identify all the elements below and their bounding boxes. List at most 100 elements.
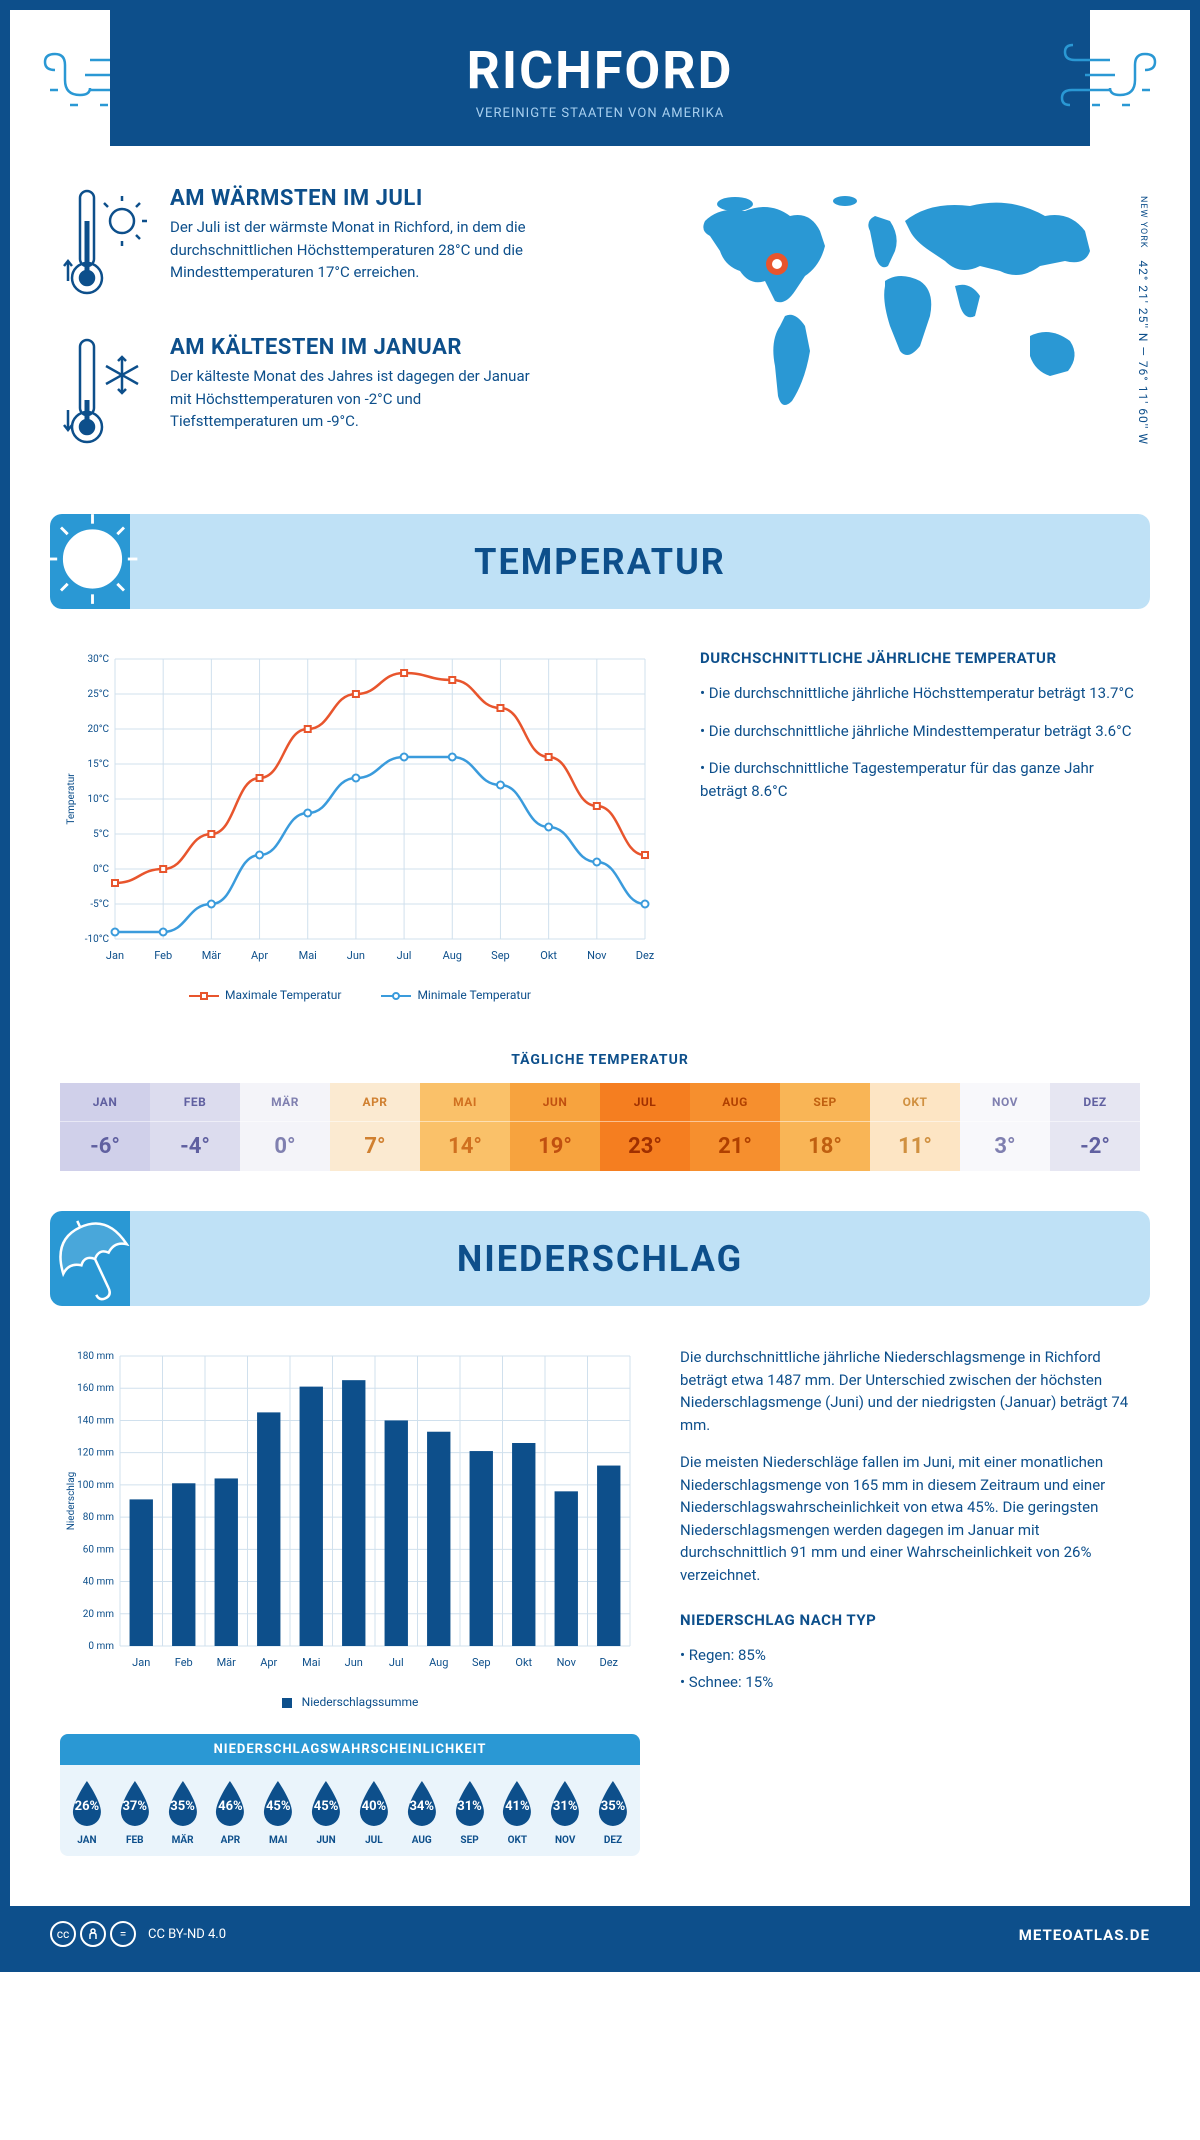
svg-text:20 mm: 20 mm <box>83 1609 114 1620</box>
precip-probability-row: 26%JAN37%FEB35%MÄR46%APR45%MAI45%JUN40%J… <box>60 1765 640 1856</box>
warmest-text: Der Juli ist der wärmste Monat in Richfo… <box>170 216 550 284</box>
precip-prob-drop: 34%AUG <box>400 1777 444 1846</box>
temperature-section-header: TEMPERATUR <box>50 514 1150 609</box>
daily-cell: JAN-6° <box>60 1083 150 1171</box>
svg-text:0°C: 0°C <box>93 864 109 875</box>
temperature-line-chart: -10°C-5°C0°C5°C10°C15°C20°C25°C30°CJanFe… <box>60 649 660 1002</box>
daily-cell: MÄR0° <box>240 1083 330 1171</box>
svg-text:Dez: Dez <box>636 949 655 962</box>
svg-text:80 mm: 80 mm <box>83 1512 114 1523</box>
license-text: CC BY-ND 4.0 <box>148 1927 226 1942</box>
svg-text:Jun: Jun <box>347 949 365 962</box>
coldest-heading: AM KÄLTESTEN IM JANUAR <box>170 335 550 360</box>
svg-text:Jul: Jul <box>389 1656 404 1669</box>
svg-text:10°C: 10°C <box>88 794 110 805</box>
precip-prob-drop: 35%DEZ <box>591 1777 635 1846</box>
svg-text:Mai: Mai <box>302 1656 320 1669</box>
svg-text:Mai: Mai <box>299 949 317 962</box>
precip-prob-drop: 46%APR <box>208 1777 252 1846</box>
precip-prob-drop: 26%JAN <box>65 1777 109 1846</box>
infographic-page: RICHFORD VEREINIGTE STAATEN VON AMERIKA … <box>0 0 1200 1972</box>
svg-text:5°C: 5°C <box>93 829 109 840</box>
svg-text:Sep: Sep <box>491 949 510 962</box>
svg-text:Jun: Jun <box>345 1656 363 1669</box>
page-title: RICHFORD <box>110 40 1090 101</box>
temp-chart-legend: Maximale Temperatur Minimale Temperatur <box>60 988 660 1002</box>
precipitation-summary: Die durchschnittliche jährliche Niedersc… <box>680 1346 1140 1856</box>
svg-text:Temperatur: Temperatur <box>66 773 77 825</box>
svg-text:40 mm: 40 mm <box>83 1577 114 1588</box>
daily-temp-table: JAN-6°FEB-4°MÄR0°APR7°MAI14°JUN19°JUL23°… <box>60 1083 1140 1171</box>
daily-cell: AUG21° <box>690 1083 780 1171</box>
svg-text:60 mm: 60 mm <box>83 1544 114 1555</box>
svg-text:30°C: 30°C <box>88 654 110 665</box>
precip-prob-drop: 45%MAI <box>256 1777 300 1846</box>
daily-cell: APR7° <box>330 1083 420 1171</box>
cc-icon: cc <box>50 1921 76 1947</box>
svg-text:160 mm: 160 mm <box>77 1383 114 1394</box>
precip-probability-heading: NIEDERSCHLAGSWAHRSCHEINLICHKEIT <box>60 1734 640 1765</box>
svg-text:0 mm: 0 mm <box>88 1641 114 1652</box>
precip-prob-drop: 41%OKT <box>495 1777 539 1846</box>
coordinates: NEW YORK 42° 21' 25'' N — 76° 11' 60'' W <box>1136 196 1150 445</box>
daily-cell: DEZ-2° <box>1050 1083 1140 1171</box>
precip-prob-drop: 31%NOV <box>543 1777 587 1846</box>
svg-text:Jul: Jul <box>397 949 412 962</box>
svg-text:Okt: Okt <box>540 949 557 962</box>
daily-cell: MAI14° <box>420 1083 510 1171</box>
svg-text:15°C: 15°C <box>88 759 110 770</box>
thermometer-cold-icon <box>60 335 150 454</box>
precipitation-bar-chart: 0 mm 20 mm 40 mm 60 mm 80 mm 100 mm 120 mm 140 … <box>60 1346 640 1709</box>
daily-cell: OKT11° <box>870 1083 960 1171</box>
svg-text:Nov: Nov <box>557 1656 577 1669</box>
precip-prob-drop: 45%JUN <box>304 1777 348 1846</box>
warmest-heading: AM WÄRMSTEN IM JULI <box>170 186 550 211</box>
daily-cell: JUN19° <box>510 1083 600 1171</box>
daily-temp-heading: TÄGLICHE TEMPERATUR <box>10 1052 1190 1068</box>
precip-prob-drop: 37%FEB <box>113 1777 157 1846</box>
wind-icon-right <box>1060 40 1160 124</box>
svg-text:140 mm: 140 mm <box>77 1415 114 1426</box>
daily-cell: JUL23° <box>600 1083 690 1171</box>
precip-chart-legend: Niederschlagssumme <box>60 1695 640 1709</box>
precip-prob-drop: 31%SEP <box>448 1777 492 1846</box>
svg-text:Feb: Feb <box>154 949 172 962</box>
svg-text:180 mm: 180 mm <box>77 1351 114 1362</box>
svg-text:Jan: Jan <box>106 949 124 962</box>
svg-text:20°C: 20°C <box>88 724 110 735</box>
svg-text:Nov: Nov <box>587 949 607 962</box>
svg-text:120 mm: 120 mm <box>77 1448 114 1459</box>
svg-text:Niederschlag: Niederschlag <box>66 1472 77 1531</box>
svg-text:Dez: Dez <box>599 1656 618 1669</box>
precip-prob-drop: 35%MÄR <box>161 1777 205 1846</box>
umbrella-icon <box>50 1211 145 1306</box>
cc-nd-icon: = <box>110 1921 136 1947</box>
precipitation-section-header: NIEDERSCHLAG <box>50 1211 1150 1306</box>
thermometer-hot-icon <box>60 186 150 305</box>
daily-cell: SEP18° <box>780 1083 870 1171</box>
temperature-summary: DURCHSCHNITTLICHE JÄHRLICHE TEMPERATUR •… <box>700 649 1140 1002</box>
svg-text:100 mm: 100 mm <box>77 1480 114 1491</box>
svg-text:Aug: Aug <box>443 949 462 962</box>
svg-text:Mär: Mär <box>217 1656 237 1669</box>
svg-text:-5°C: -5°C <box>90 899 109 910</box>
svg-text:Feb: Feb <box>175 1656 193 1669</box>
header: RICHFORD VEREINIGTE STAATEN VON AMERIKA <box>110 10 1090 146</box>
coldest-text: Der kälteste Monat des Jahres ist dagege… <box>170 365 550 433</box>
svg-text:Okt: Okt <box>515 1656 532 1669</box>
svg-text:Sep: Sep <box>472 1656 491 1669</box>
daily-cell: FEB-4° <box>150 1083 240 1171</box>
svg-text:Mär: Mär <box>202 949 222 962</box>
svg-text:Aug: Aug <box>429 1656 448 1669</box>
sun-icon <box>50 514 145 609</box>
cc-by-icon <box>80 1921 106 1947</box>
footer: cc = CC BY-ND 4.0 METEOATLAS.DE <box>10 1906 1190 1962</box>
daily-cell: NOV3° <box>960 1083 1050 1171</box>
site-link[interactable]: METEOATLAS.DE <box>1019 1926 1150 1944</box>
precip-prob-drop: 40%JUL <box>352 1777 396 1846</box>
cc-icons: cc = <box>50 1921 136 1947</box>
page-subtitle: VEREINIGTE STAATEN VON AMERIKA <box>110 106 1090 121</box>
coldest-block: AM KÄLTESTEN IM JANUAR Der kälteste Mona… <box>60 335 650 454</box>
warmest-block: AM WÄRMSTEN IM JULI Der Juli ist der wär… <box>60 186 650 305</box>
svg-text:Apr: Apr <box>260 1656 277 1669</box>
